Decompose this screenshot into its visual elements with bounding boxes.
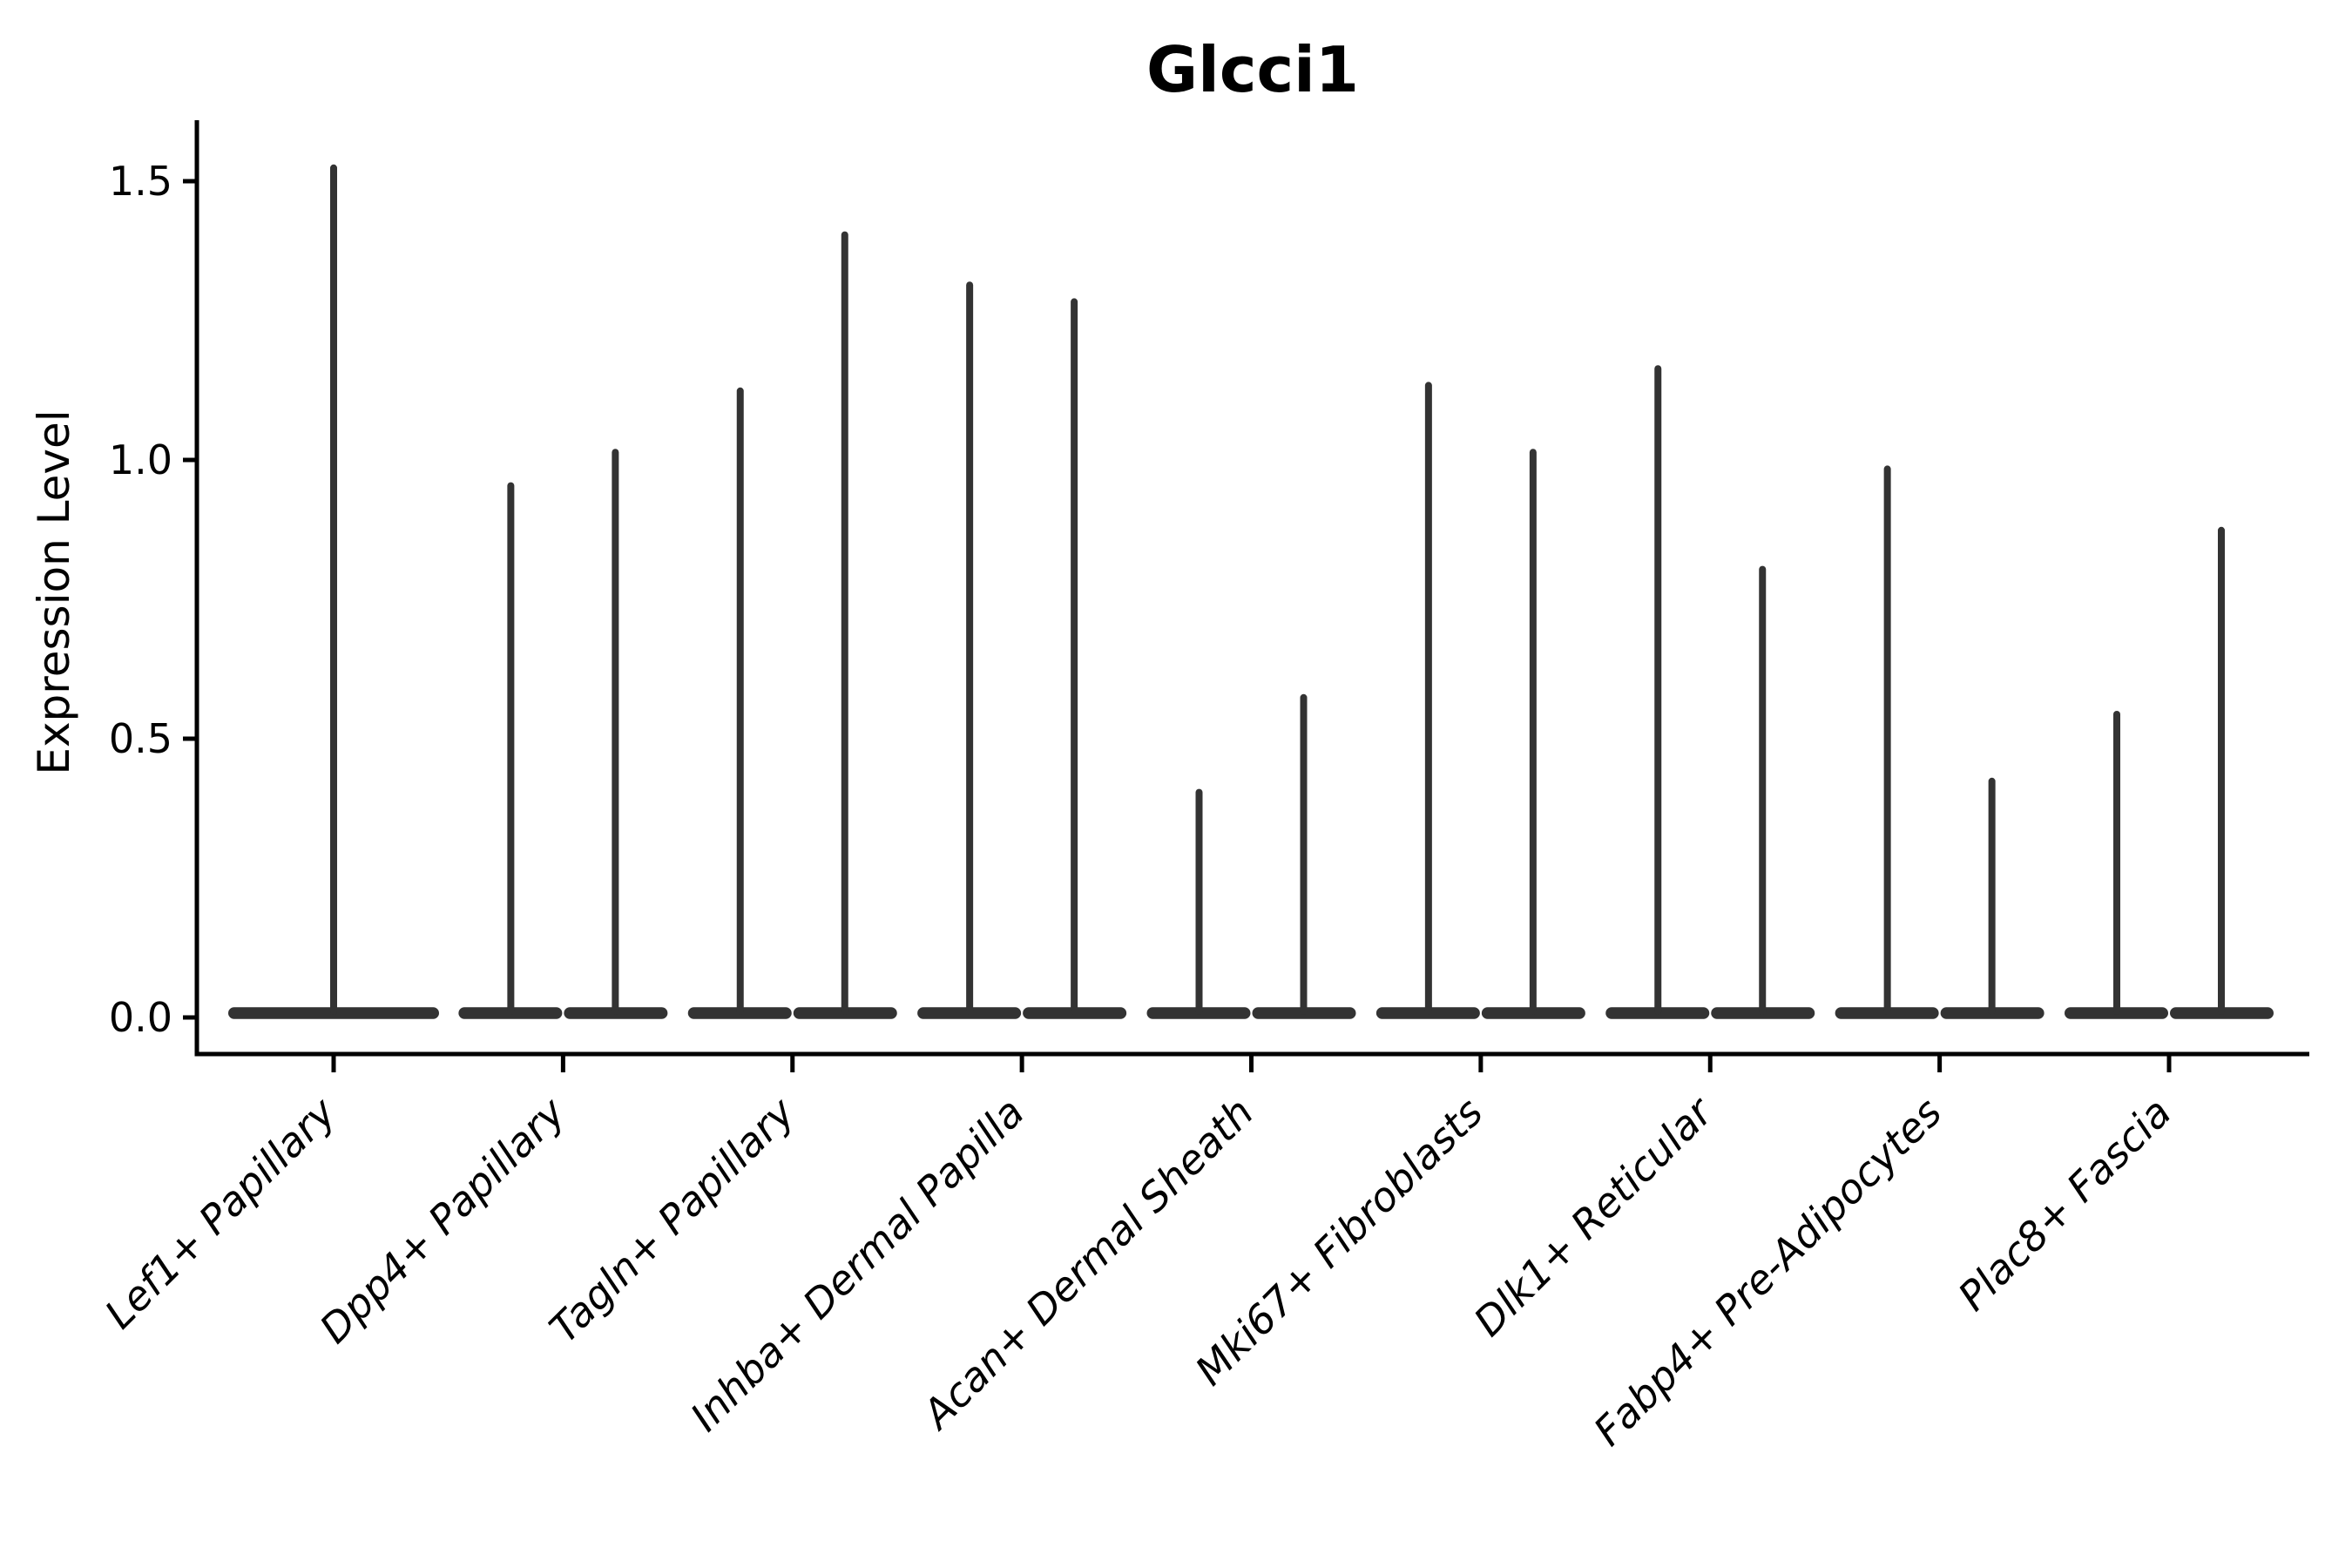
x-tick-label: Lef1+ Papillary xyxy=(96,1088,345,1337)
x-tick-label: Plac8+ Fascia xyxy=(1949,1089,2180,1320)
x-tick-label: Dpp4+ Papillary xyxy=(310,1088,574,1352)
x-tick-label: Dlk1+ Reticular xyxy=(1464,1086,1723,1345)
chart-title: Glcci1 xyxy=(1146,33,1359,106)
y-tick-label: 1.0 xyxy=(109,436,172,483)
y-tick-label: 0.5 xyxy=(109,715,172,762)
x-tick-label: Tagln+ Papillary xyxy=(540,1088,804,1352)
y-tick-label: 0.0 xyxy=(109,994,172,1041)
y-tick-label: 1.5 xyxy=(109,158,172,205)
y-axis-label: Expression Level xyxy=(29,409,79,775)
